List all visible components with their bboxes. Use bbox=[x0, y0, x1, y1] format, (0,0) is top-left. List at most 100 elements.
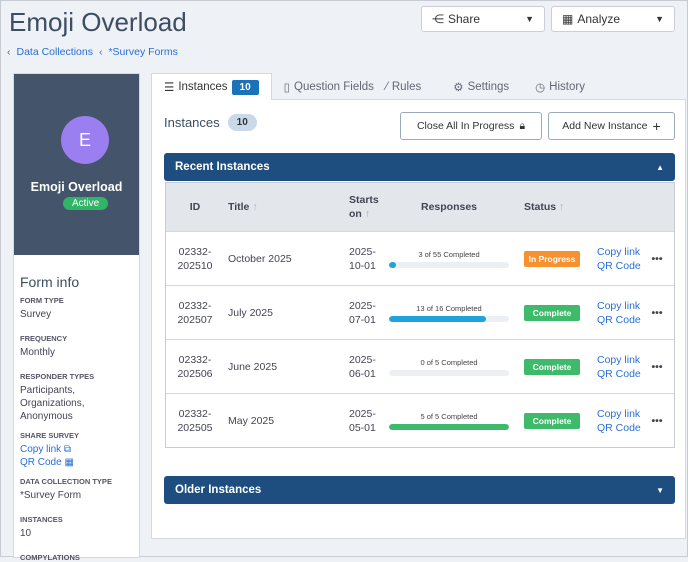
tab-rules[interactable]: ⁄ Rules bbox=[386, 73, 433, 100]
copy-link[interactable]: Copy link bbox=[597, 407, 641, 420]
date-part: 05-01 bbox=[349, 421, 376, 434]
id-part: 202505 bbox=[177, 421, 213, 434]
label: FREQUENCY bbox=[20, 334, 68, 343]
cell-responses: 13 of 16 Completed bbox=[389, 304, 509, 322]
progress-fill bbox=[389, 423, 509, 430]
add-new-instance-button[interactable]: Add New Instance + bbox=[548, 112, 675, 140]
breadcrumb: ‹ Data Collections ‹ *Survey Forms bbox=[7, 46, 178, 58]
more-options-icon[interactable]: ••• bbox=[651, 360, 663, 373]
older-instances-header[interactable]: Older Instances ▼ bbox=[164, 476, 675, 504]
form-card: E Emoji Overload Active Form info FORM T… bbox=[13, 73, 140, 562]
cell-links: Copy link QR Code bbox=[582, 353, 642, 381]
progress-fill bbox=[389, 315, 487, 322]
date-part: 10-01 bbox=[349, 259, 376, 272]
header-starts-on[interactable]: Starts on ↑ bbox=[349, 193, 389, 221]
caret-down-icon: ▼ bbox=[655, 14, 664, 24]
copy-link-label: Copy link bbox=[20, 444, 62, 455]
copy-link[interactable]: Copy link bbox=[597, 299, 641, 312]
cell-responses: 5 of 5 Completed bbox=[389, 412, 509, 430]
qr-code-link[interactable]: QR Code bbox=[597, 259, 641, 272]
cell-title: June 2025 bbox=[228, 360, 278, 373]
cell-status: In Progress bbox=[509, 250, 582, 267]
cell-links: Copy link QR Code bbox=[582, 299, 642, 327]
cell-responses: 3 of 55 Completed bbox=[389, 250, 509, 268]
profile-header: E Emoji Overload Active bbox=[14, 74, 139, 255]
chevron-left-icon: ‹ bbox=[98, 46, 103, 58]
id-part: 02332- bbox=[178, 245, 212, 258]
cell-starts-on: 2025- 05-01 bbox=[349, 407, 389, 435]
qr-code-link[interactable]: QR Code bbox=[597, 421, 641, 434]
tab-label: History bbox=[549, 80, 585, 93]
sort-icon: ↑ bbox=[252, 201, 258, 213]
section-title: Older Instances bbox=[175, 484, 262, 496]
breadcrumb-data-collections[interactable]: Data Collections bbox=[16, 46, 93, 58]
plus-icon: + bbox=[652, 118, 661, 134]
status-badge: In Progress bbox=[524, 250, 580, 267]
breadcrumb-survey-forms[interactable]: *Survey Forms bbox=[108, 46, 178, 58]
qr-icon: ▦ bbox=[64, 457, 74, 468]
avatar: E bbox=[61, 116, 109, 164]
tab-question-fields[interactable]: ▯ Question Fields bbox=[272, 73, 386, 100]
progress-fill bbox=[389, 261, 396, 268]
cell-id: 02332- 202506 bbox=[166, 353, 224, 381]
value: Participants, Organizations, Anonymous bbox=[20, 385, 85, 422]
caret-down-icon: ▼ bbox=[525, 14, 534, 24]
header-id: ID bbox=[189, 201, 201, 213]
date-part: 2025- bbox=[349, 353, 376, 366]
tab-settings[interactable]: ⚙ Settings bbox=[433, 73, 521, 100]
tab-instances[interactable]: ☰ Instances 10 bbox=[151, 73, 272, 100]
value: 10 bbox=[20, 528, 32, 539]
header-title[interactable]: Title ↑ bbox=[224, 201, 349, 213]
button-label: Add New Instance bbox=[562, 120, 648, 132]
header-responses: Responses bbox=[420, 201, 478, 213]
id-part: 02332- bbox=[178, 353, 212, 366]
header-status[interactable]: Status ↑ bbox=[509, 201, 582, 213]
caret-up-icon: ▲ bbox=[656, 162, 664, 172]
qr-code-link[interactable]: QR Code bbox=[597, 367, 641, 380]
cell-starts-on: 2025- 10-01 bbox=[349, 245, 389, 273]
tab-label: Instances bbox=[178, 81, 228, 93]
copy-link[interactable]: Copy link bbox=[597, 245, 641, 258]
header-label: Status bbox=[524, 201, 557, 213]
cell-status: Complete bbox=[509, 304, 582, 321]
id-part: 202506 bbox=[177, 367, 213, 380]
responses-text: 3 of 55 Completed bbox=[418, 249, 480, 259]
form-info: Form info FORM TYPE Survey FREQUENCY Mon… bbox=[20, 274, 138, 562]
sort-icon: ↑ bbox=[364, 208, 370, 220]
more-options-icon[interactable]: ••• bbox=[651, 252, 663, 265]
qr-code-link[interactable]: QR Code bbox=[597, 313, 641, 326]
chevron-left-icon: ‹ bbox=[7, 46, 11, 58]
value: Monthly bbox=[20, 347, 56, 358]
cell-title: July 2025 bbox=[228, 306, 273, 319]
clock-icon: ◷ bbox=[535, 81, 546, 94]
share-dropdown[interactable]: ⋲ Share ▼ bbox=[421, 6, 545, 32]
qr-code-link[interactable]: QR Code ▦ bbox=[20, 456, 138, 469]
cell-id: 02332- 202510 bbox=[166, 245, 224, 273]
list-icon: ☰ bbox=[164, 82, 175, 94]
date-part: 06-01 bbox=[349, 367, 376, 380]
instances-table: ID Title ↑ Starts on ↑ Responses Status … bbox=[165, 182, 675, 448]
progress-bar bbox=[389, 423, 509, 430]
more-options-icon[interactable]: ••• bbox=[651, 414, 663, 427]
instances-count-badge: 10 bbox=[231, 79, 259, 95]
progress-bar bbox=[389, 315, 509, 322]
label: SHARE SURVEY bbox=[20, 431, 80, 440]
date-part: 2025- bbox=[349, 245, 376, 258]
status-badge: Active bbox=[63, 197, 109, 210]
header-label: Title bbox=[228, 201, 250, 213]
progress-bar bbox=[389, 369, 509, 376]
cell-starts-on: 2025- 07-01 bbox=[349, 299, 389, 327]
analyze-dropdown[interactable]: ▦ Analyze ▼ bbox=[551, 6, 675, 32]
copy-link[interactable]: Copy link ⧉ bbox=[20, 443, 138, 456]
more-options-icon[interactable]: ••• bbox=[651, 306, 663, 319]
cell-links: Copy link QR Code bbox=[582, 407, 642, 435]
copy-link[interactable]: Copy link bbox=[597, 353, 641, 366]
cell-title: October 2025 bbox=[228, 252, 292, 265]
tab-history[interactable]: ◷ History bbox=[521, 73, 597, 100]
close-all-in-progress-button[interactable]: Close All In Progress 🔒︎ bbox=[400, 112, 542, 140]
cell-responses: 0 of 5 Completed bbox=[389, 358, 509, 376]
id-part: 02332- bbox=[178, 299, 212, 312]
responses-text: 0 of 5 Completed bbox=[420, 357, 478, 367]
cell-status: Complete bbox=[509, 358, 582, 375]
recent-instances-header[interactable]: Recent Instances ▲ bbox=[164, 153, 675, 181]
